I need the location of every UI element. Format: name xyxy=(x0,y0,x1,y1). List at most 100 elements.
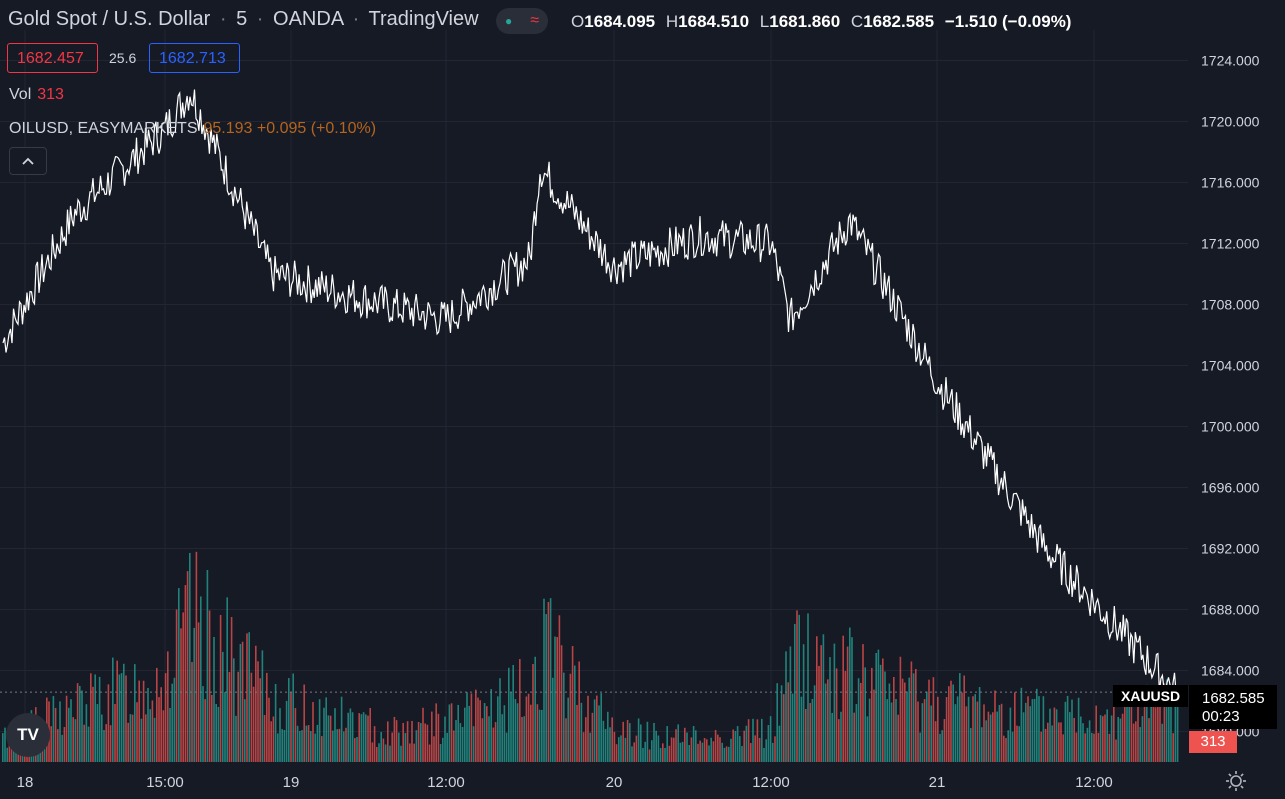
volume-bar xyxy=(1080,716,1082,762)
low-value: 1681.860 xyxy=(769,12,841,31)
volume-bar xyxy=(829,657,831,762)
volume-bar xyxy=(712,741,715,762)
volume-bar xyxy=(189,552,191,762)
volume-bar xyxy=(677,724,679,762)
volume-bar xyxy=(549,598,552,762)
volume-bar xyxy=(1049,708,1051,762)
volume-bar xyxy=(1055,709,1058,762)
volume-bar xyxy=(134,664,136,762)
volume-bar xyxy=(1003,735,1005,762)
volume-bar xyxy=(1038,696,1040,762)
volume-bar xyxy=(580,702,583,762)
volume-bar xyxy=(739,736,741,762)
volume-bar xyxy=(354,738,356,762)
volume-bar xyxy=(532,664,534,762)
volume-bar xyxy=(939,733,941,762)
volume-bar xyxy=(378,743,380,762)
volume-bar xyxy=(195,551,198,762)
volume-bar xyxy=(1086,727,1089,762)
volume-bar xyxy=(547,602,550,762)
volume-bar xyxy=(323,707,325,762)
volume-bar xyxy=(585,717,587,762)
volume-bar xyxy=(809,703,811,762)
volume-bar xyxy=(274,683,277,762)
volume-value: 313 xyxy=(37,86,64,103)
volume-bar xyxy=(116,660,118,762)
close-value: 1682.585 xyxy=(863,12,935,31)
volume-bar xyxy=(393,716,396,762)
volume-bar xyxy=(127,722,129,762)
volume-bar xyxy=(1106,709,1108,762)
volume-bar xyxy=(226,597,228,762)
volume-bar xyxy=(72,717,74,762)
volume-bar xyxy=(596,695,598,762)
volume-bar xyxy=(875,652,877,762)
volume-bar xyxy=(101,714,103,762)
volume-bar xyxy=(103,729,105,762)
volume-bar xyxy=(1027,696,1029,762)
volume-bar xyxy=(136,702,138,762)
volume-bar xyxy=(1044,728,1047,762)
volume-bar xyxy=(336,729,338,762)
volume-bar xyxy=(752,718,754,762)
market-status-toggle[interactable]: ● ≈ xyxy=(496,8,548,34)
volume-bar xyxy=(1119,718,1122,762)
volume-bar xyxy=(998,705,1001,762)
volume-bar xyxy=(919,732,921,762)
volume-bar xyxy=(703,738,706,762)
time-tick-label: 20 xyxy=(606,774,623,791)
settings-gear-icon[interactable] xyxy=(1224,769,1248,793)
volume-bar xyxy=(461,727,464,762)
volume-bar xyxy=(589,732,591,762)
volume-bar xyxy=(4,727,6,762)
volume-bar xyxy=(239,644,242,762)
last-volume-tag: 313 xyxy=(1189,731,1237,753)
volume-bar xyxy=(380,732,382,762)
volume-bar xyxy=(750,743,752,762)
volume-bar xyxy=(224,692,226,762)
volume-bar xyxy=(598,705,600,762)
volume-bar xyxy=(1025,702,1027,762)
volume-bar xyxy=(1016,725,1018,762)
volume-bar xyxy=(391,732,393,762)
volume-bar xyxy=(1060,722,1062,762)
volume-bar xyxy=(488,716,490,762)
volume-bar xyxy=(8,743,11,762)
volume-legend[interactable]: Vol 313 xyxy=(9,86,64,104)
time-tick-label: 18 xyxy=(17,774,34,791)
symbol-name[interactable]: Gold Spot / U.S. Dollar xyxy=(8,8,211,30)
price-tick-label: 1696.000 xyxy=(1201,480,1260,496)
sell-button[interactable]: 1682.457 xyxy=(7,43,98,73)
volume-bar xyxy=(681,741,684,762)
tradingview-logo-icon[interactable]: TV xyxy=(6,713,50,757)
volume-bar xyxy=(765,739,767,762)
interval-label[interactable]: 5 xyxy=(236,8,248,30)
volume-bar xyxy=(204,699,206,762)
volume-bar xyxy=(558,615,561,762)
volume-bar xyxy=(424,723,426,762)
volume-bar xyxy=(332,730,334,762)
volume-bar xyxy=(156,667,158,762)
volume-bar xyxy=(175,609,178,762)
volume-bar xyxy=(783,694,785,762)
volume-bar xyxy=(1135,721,1137,762)
volume-bar xyxy=(910,661,913,762)
volume-bar xyxy=(450,703,453,762)
separator-dot: · xyxy=(256,8,264,30)
volume-bar xyxy=(261,650,264,762)
volume-bar xyxy=(708,745,710,762)
volume-bar xyxy=(250,672,253,762)
volume-bar xyxy=(937,696,939,762)
volume-bar xyxy=(266,672,268,762)
collapse-legend-button[interactable] xyxy=(9,147,47,175)
volume-bar xyxy=(446,732,448,762)
buy-button[interactable]: 1682.713 xyxy=(149,43,240,73)
volume-bar xyxy=(1172,733,1174,762)
market-open-icon: ● xyxy=(504,14,513,28)
volume-bar xyxy=(1117,716,1119,762)
volume-bar xyxy=(943,719,946,762)
volume-bar xyxy=(932,677,935,762)
volume-bar xyxy=(494,722,497,762)
volume-bar xyxy=(219,614,222,762)
compare-symbol-legend[interactable]: OILUSD, EASYMARKETS 95.193 +0.095 (+0.10%… xyxy=(9,120,376,138)
